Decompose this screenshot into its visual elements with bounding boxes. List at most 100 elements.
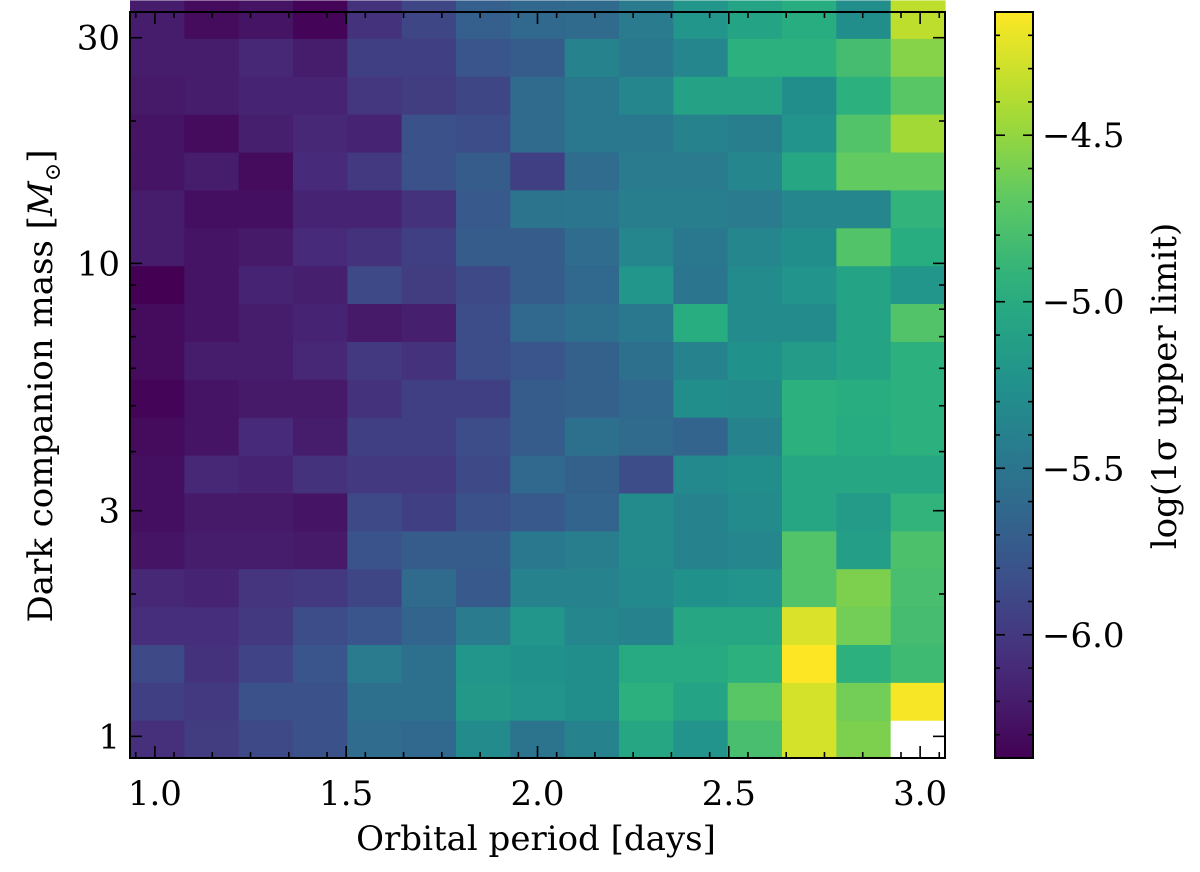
- heatmap-cell: [510, 644, 566, 683]
- heatmap-cell: [238, 265, 294, 305]
- heatmap-cell: [293, 38, 348, 77]
- heatmap-cell: [673, 417, 729, 456]
- heatmap-cell: [130, 265, 185, 305]
- heatmap-cell: [238, 303, 294, 342]
- y-axis-label-text: Dark companion mass [: [21, 216, 61, 622]
- heatmap-cell: [727, 606, 783, 645]
- heatmap-cell: [184, 303, 240, 342]
- heatmap-cell: [564, 606, 620, 645]
- heatmap-cell: [347, 265, 403, 305]
- heatmap-cell: [347, 189, 403, 229]
- heatmap-cell: [782, 417, 837, 456]
- heatmap-cell: [347, 682, 403, 721]
- heatmap-cell: [836, 530, 892, 570]
- colorbar-tick-label: −6.0: [1042, 616, 1125, 656]
- heatmap-cell: [673, 720, 729, 759]
- heatmap-cell: [673, 189, 729, 229]
- heatmap-cell: [130, 114, 185, 153]
- heatmap-cell: [130, 417, 185, 456]
- heatmap-cell: [836, 606, 892, 645]
- heatmap-cell: [782, 644, 837, 683]
- heatmap-cell: [293, 568, 348, 608]
- heatmap-cell: [836, 417, 892, 456]
- y-axis-label: Dark companion mass [M⊙]: [21, 150, 66, 623]
- colorbar-tick-label: −5.5: [1042, 449, 1125, 489]
- heatmap-cell: [564, 341, 620, 380]
- heatmap-cell: [456, 227, 511, 267]
- heatmap-cell: [184, 151, 240, 191]
- heatmap-cell: [510, 417, 566, 456]
- heatmap-cell: [184, 606, 240, 645]
- heatmap-cell: [401, 379, 457, 418]
- heatmap-cell: [782, 38, 837, 77]
- heatmap-cell: [782, 76, 837, 115]
- heatmap-cell: [401, 114, 457, 153]
- heatmap-cell: [727, 265, 783, 305]
- heatmap-cell: [347, 341, 403, 380]
- x-tick-label: 2.5: [702, 774, 756, 814]
- heatmap-cell: [619, 151, 674, 191]
- heatmap-cell: [510, 303, 566, 342]
- heatmap-cell: [347, 151, 403, 191]
- heatmap-cell: [347, 454, 403, 494]
- heatmap-cell: [782, 341, 837, 380]
- y-tick-label: 1: [98, 717, 120, 757]
- heatmap-cell: [782, 492, 837, 532]
- heatmap-cell: [564, 644, 620, 683]
- heatmap-cell: [673, 454, 729, 494]
- heatmap-cell: [673, 341, 729, 380]
- heatmap-cell: [401, 303, 457, 342]
- heatmap-cell: [782, 265, 837, 305]
- heatmap-cell: [727, 644, 783, 683]
- heatmap-cell: [293, 341, 348, 380]
- heatmap-cell: [401, 454, 457, 494]
- heatmap-cell: [727, 227, 783, 267]
- heatmap-cell: [890, 682, 946, 721]
- heatmap-cell: [130, 38, 185, 77]
- heatmap-cell: [401, 417, 457, 456]
- heatmap-cell: [347, 227, 403, 267]
- heatmap-cell: [890, 568, 946, 608]
- heatmap-cell: [130, 720, 185, 759]
- heatmap-cell: [456, 720, 511, 759]
- heatmap-cell: [890, 38, 946, 77]
- heatmap-cell: [890, 265, 946, 305]
- heatmap-cell: [238, 606, 294, 645]
- heatmap-cell: [890, 530, 946, 570]
- heatmap-cell: [836, 151, 892, 191]
- heatmap-cells: [130, 0, 946, 759]
- heatmap-cell: [510, 379, 566, 418]
- heatmap-cell: [836, 189, 892, 229]
- heatmap-cell: [510, 682, 566, 721]
- heatmap-cell: [782, 303, 837, 342]
- heatmap-cell: [782, 568, 837, 608]
- heatmap-cell: [564, 114, 620, 153]
- heatmap-cell: [890, 227, 946, 267]
- heatmap-cell: [619, 189, 674, 229]
- heatmap-cell: [456, 341, 511, 380]
- heatmap-cell: [564, 492, 620, 532]
- heatmap-cell: [673, 568, 729, 608]
- heatmap-cell: [727, 720, 783, 759]
- heatmap-cell: [673, 0, 729, 39]
- heatmap-cell: [619, 682, 674, 721]
- heatmap-cell: [619, 303, 674, 342]
- heatmap-cell: [130, 227, 185, 267]
- heatmap-cell: [130, 606, 185, 645]
- heatmap-cell: [890, 303, 946, 342]
- colorbar-label: log(1σ upper limit): [1145, 223, 1185, 549]
- heatmap-cell: [673, 227, 729, 267]
- heatmap-cell: [836, 303, 892, 342]
- heatmap-cell: [293, 114, 348, 153]
- heatmap-cell: [401, 38, 457, 77]
- heatmap-cell: [619, 38, 674, 77]
- heatmap-cell: [836, 38, 892, 77]
- heatmap-cell: [238, 492, 294, 532]
- heatmap-cell: [238, 454, 294, 494]
- heatmap-cell: [727, 379, 783, 418]
- heatmap-cell: [184, 189, 240, 229]
- heatmap-cell: [238, 682, 294, 721]
- x-axis-ticks: 1.0 1.5 2.0 2.5 3.0: [128, 12, 947, 814]
- heatmap-cell: [564, 303, 620, 342]
